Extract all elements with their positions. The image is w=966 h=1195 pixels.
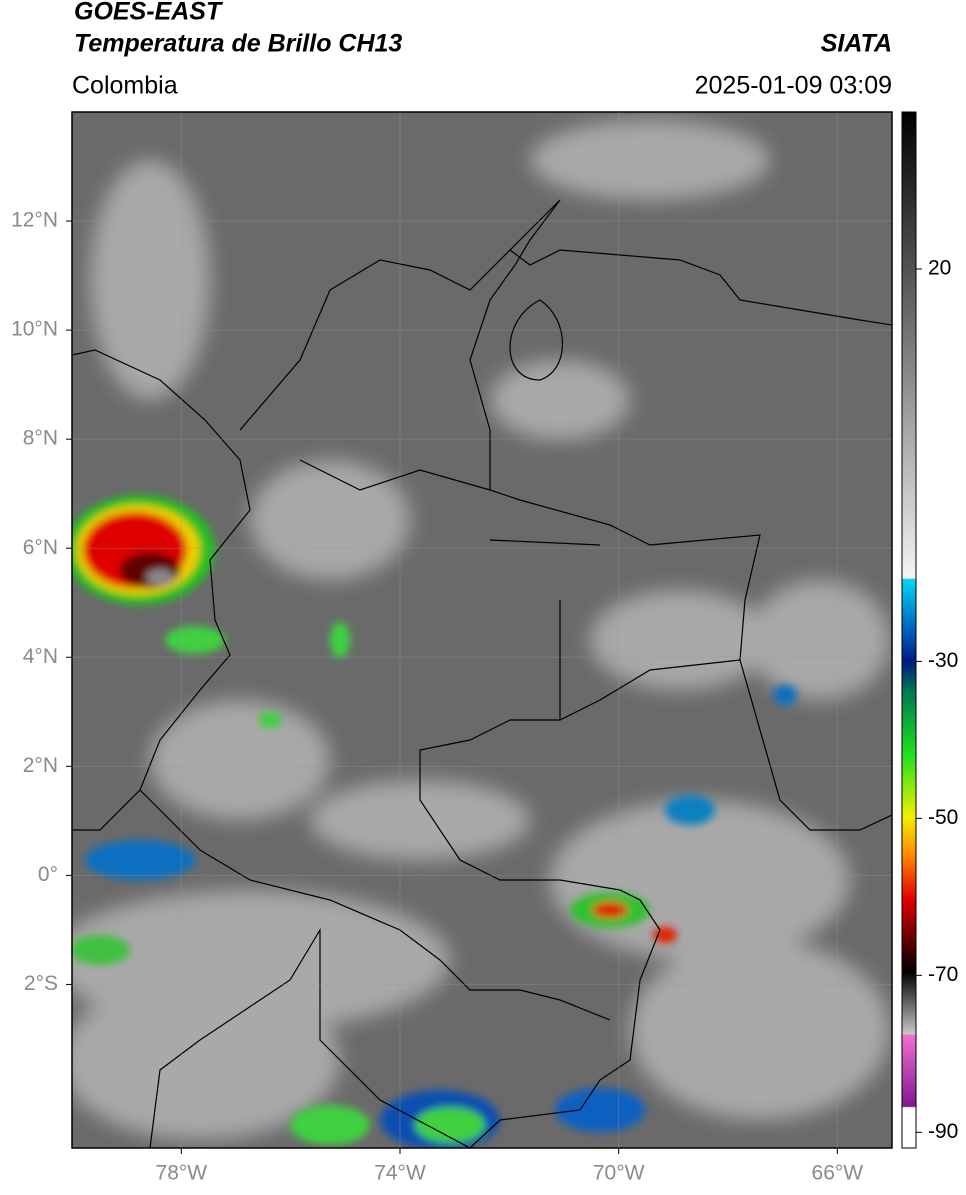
colorbar-tick-label: -90 (928, 1120, 958, 1143)
y-tick-label: 0° (38, 863, 58, 886)
source: SIATA (821, 30, 892, 58)
map-frame (71, 111, 893, 1149)
x-tick-label: 70°W (593, 1162, 645, 1185)
colorbar (901, 111, 917, 1149)
y-tick-label: 2°N (23, 754, 58, 777)
y-tick-label: 10°N (11, 318, 58, 341)
y-tick-label: 4°N (23, 645, 58, 668)
y-tick-label: 8°N (23, 427, 58, 450)
colorbar-tick-label: -50 (928, 806, 958, 829)
satellite-image (72, 112, 892, 1148)
title: GOES-EAST (74, 0, 224, 26)
colorbar-tick-label: -30 (928, 649, 958, 672)
datetime: 2025-01-09 03:09 (695, 72, 892, 100)
colorbar-tick-label: -70 (928, 963, 958, 986)
y-tick-label: 6°N (23, 536, 58, 559)
x-tick-label: 66°W (812, 1162, 864, 1185)
region: Colombia (72, 72, 178, 100)
x-tick-label: 74°W (374, 1162, 426, 1185)
x-tick-label: 78°W (156, 1162, 208, 1185)
colorbar-tick-label: 20 (928, 257, 951, 280)
y-tick-label: 12°N (11, 209, 58, 232)
y-tick-label: 2°S (24, 972, 58, 995)
subtitle: Temperatura de Brillo CH13 (74, 30, 402, 58)
